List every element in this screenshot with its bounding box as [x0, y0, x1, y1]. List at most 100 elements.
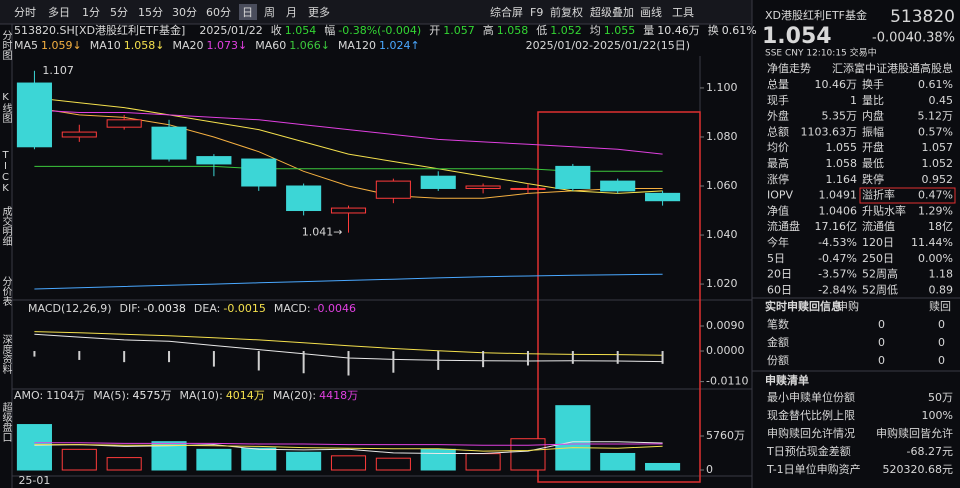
ma-line	[34, 444, 663, 452]
security-code: 513820	[890, 7, 955, 27]
tab[interactable]: 60分	[206, 6, 231, 19]
tab[interactable]: 周	[264, 6, 275, 19]
quote-label: 最低	[862, 157, 884, 170]
candle-body	[16, 82, 52, 148]
y-tick-label: 0.0000	[706, 344, 745, 357]
candle-body	[600, 180, 636, 192]
side-tab[interactable]: 分价表	[0, 276, 12, 307]
volume-bar	[465, 453, 501, 471]
ma-line	[34, 109, 663, 155]
tab[interactable]: 1分	[82, 6, 100, 19]
quote-value: 0.47%	[918, 189, 953, 202]
market-meta: SSE CNY 12:10:15 交易中	[765, 47, 877, 59]
ma-line	[34, 442, 663, 446]
tab[interactable]: 5分	[110, 6, 128, 19]
quote-label: 现金替代比例上限	[767, 408, 855, 422]
field-value: 0.61%	[722, 24, 757, 37]
tool-button[interactable]: 前复权	[550, 5, 583, 19]
field-value: -0.38%(-0.004)	[338, 24, 421, 37]
quote-value: 520320.68元	[883, 463, 954, 476]
side-tab[interactable]: TICK	[0, 150, 11, 194]
legend-name: MA20	[172, 39, 203, 52]
quote-label: 均价	[767, 141, 789, 154]
quote-label: 52周低	[862, 283, 898, 296]
legend-name: MA120	[338, 39, 376, 52]
highlight-box	[537, 111, 701, 483]
legend-value: 1104万	[46, 389, 85, 402]
tab[interactable]: 月	[286, 6, 297, 19]
legend-value: 4418万	[319, 389, 358, 402]
side-tab[interactable]: 成交明细	[0, 206, 12, 246]
amo-legend: AMO: 1104万 MA(5): 4575万 MA(10): 4014万 MA(20): 4…	[14, 389, 358, 402]
legend-value: 1.066↓	[289, 39, 330, 52]
field-label: 换	[708, 23, 719, 37]
field-label: 低	[536, 24, 547, 37]
quote-label: 最高	[767, 156, 789, 170]
legend-value: 1.073↓	[206, 39, 247, 52]
section-title: 实时申赎回信息	[765, 299, 842, 313]
quote-value: 0	[878, 336, 885, 349]
y-tick-label: 1.060	[706, 179, 738, 192]
quote-value: 1.18	[929, 268, 954, 281]
side-tab[interactable]: 深度资料	[0, 334, 12, 375]
chart-title: AMO:	[14, 389, 43, 402]
candle-body	[645, 192, 681, 202]
field-value: 1.055	[604, 24, 636, 37]
tab[interactable]: 15分	[138, 6, 163, 19]
quote-value: -3.57%	[818, 268, 857, 281]
last-price: 1.054	[762, 24, 832, 49]
quote-label: T-1日单位申购资产	[766, 462, 861, 476]
field-value: 1.054	[285, 24, 317, 37]
quote-label: 申购赎回允许情况	[767, 426, 855, 440]
field-label: 量	[643, 24, 654, 37]
tab[interactable]: 日	[242, 6, 253, 19]
field-label: 收	[271, 23, 282, 37]
quote-value: 1.0406	[819, 204, 858, 217]
y-tick-label: 1.020	[706, 277, 738, 290]
quote-label: 笔数	[767, 317, 789, 331]
quote-value: 100%	[922, 409, 953, 422]
quote-value: -4.53%	[818, 236, 857, 249]
quote-value: 1	[850, 94, 857, 107]
legend-value: 1.058↓	[124, 39, 165, 52]
side-tab[interactable]: K线图	[0, 92, 12, 124]
quote-label: 溢折率	[862, 188, 895, 202]
field-value: 1.058	[497, 24, 529, 37]
tool-button[interactable]: 超级叠加	[590, 5, 634, 19]
volume-bar	[420, 448, 456, 471]
side-tab[interactable]: 超级盘口	[0, 401, 12, 442]
field-value: 1.057	[443, 24, 475, 37]
quote-label: 金额	[767, 335, 789, 349]
candle-body	[286, 185, 322, 212]
quote-label: 外盘	[767, 109, 789, 123]
side-tab[interactable]: 分时图	[0, 30, 12, 61]
quote-value: 1.055	[826, 141, 858, 154]
field-label: 开	[429, 24, 440, 37]
tool-button[interactable]: 工具	[672, 6, 694, 19]
tool-button[interactable]: 画线	[640, 5, 662, 19]
tab[interactable]: 多日	[48, 5, 70, 19]
quote-value: 1.29%	[918, 204, 953, 217]
legend-value: 4575万	[133, 389, 172, 402]
y-tick-label: 5760万	[706, 429, 745, 442]
x-tick-label: 25-01	[18, 474, 50, 487]
tab[interactable]: 更多	[308, 5, 330, 19]
volume-bar	[241, 447, 277, 471]
field-label: 均	[590, 24, 601, 37]
ma-line	[34, 273, 663, 290]
tool-button[interactable]: F9	[530, 6, 543, 19]
quote-label: 今年	[767, 235, 789, 249]
section-title: 申赎清单	[765, 373, 809, 387]
quote-label: 内盘	[862, 109, 884, 123]
y-tick-label: 1.040	[706, 228, 738, 241]
date-range: 2025/01/02-2025/01/22(15日)	[526, 39, 690, 52]
tab[interactable]: 30分	[172, 6, 197, 19]
quote-label: 5日	[767, 252, 785, 265]
volume-bar	[555, 405, 591, 471]
quote-label: 52周高	[862, 267, 898, 281]
tool-button[interactable]: 综合屏	[490, 5, 523, 19]
tab[interactable]: 分时	[14, 6, 36, 19]
volume-bar	[61, 448, 97, 471]
quote-value: 1.058	[826, 157, 858, 170]
quote-value: 17.16亿	[815, 220, 858, 233]
